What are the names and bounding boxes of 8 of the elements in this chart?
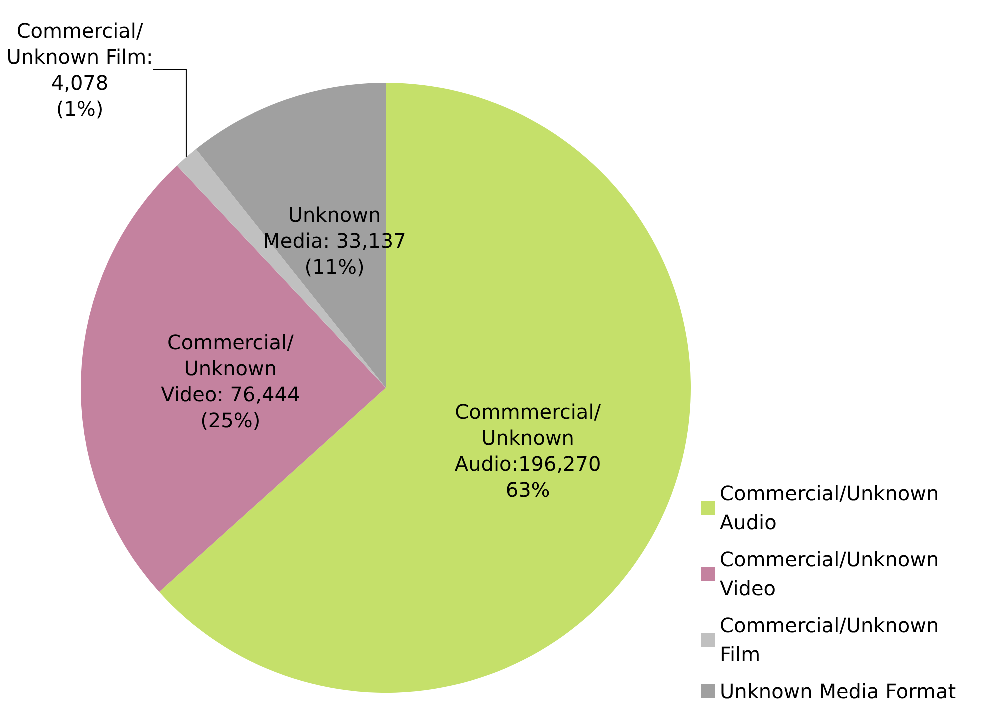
legend-label: Commercial/Unknown Audio bbox=[720, 482, 946, 534]
data-label: Commercial/ Unknown Film: 4,078 (1%) bbox=[6, 19, 154, 121]
data-label: Unknown Media: 33,137 (11%) bbox=[263, 203, 406, 280]
data-label: Commmercial/ Unknown Audio:196,270 63% bbox=[454, 400, 602, 502]
legend-label: Unknown Media Format bbox=[720, 680, 956, 704]
legend-label: Commercial/Unknown Film bbox=[720, 614, 946, 666]
legend-label: Commercial/Unknown Video bbox=[720, 548, 946, 600]
data-label: Commercial/ Unknown Video: 76,444 (25%) bbox=[161, 330, 300, 433]
